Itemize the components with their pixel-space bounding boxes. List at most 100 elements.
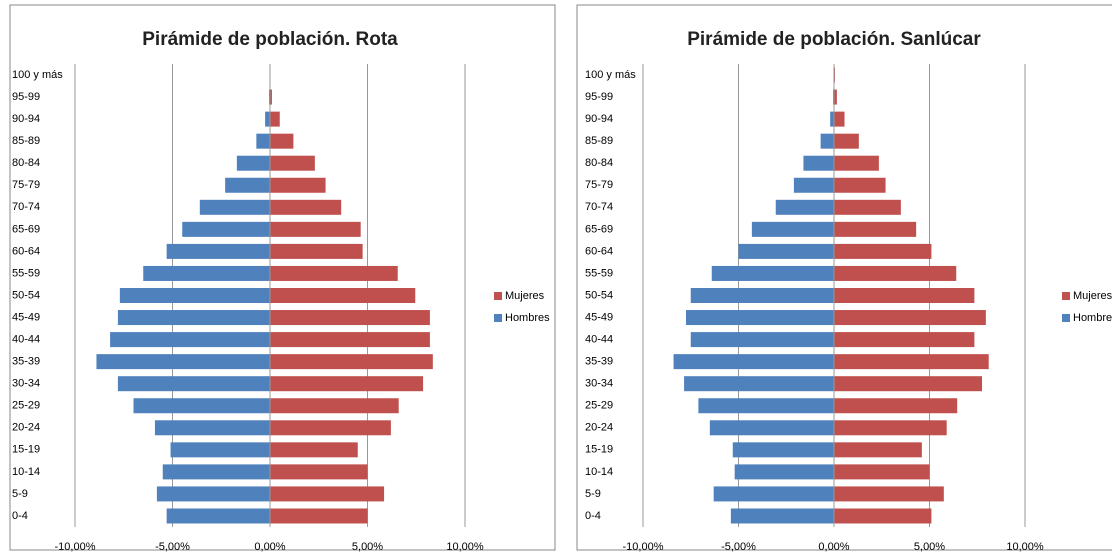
bar <box>166 508 270 524</box>
bar <box>834 89 837 105</box>
bar <box>270 376 424 392</box>
bar <box>270 310 430 326</box>
y-tick-label: 55-59 <box>585 267 613 279</box>
bar <box>270 265 398 281</box>
y-tick-label: 90-94 <box>12 113 40 125</box>
y-tick-label: 15-19 <box>585 444 613 456</box>
bar <box>96 354 270 370</box>
legend-label: Hombres <box>1073 312 1112 324</box>
y-tick-label: 30-34 <box>585 378 613 390</box>
y-tick-label: 100 y más <box>12 69 63 81</box>
bar <box>270 508 368 524</box>
bar <box>793 177 834 193</box>
legend-label: Hombres <box>505 312 550 324</box>
bar <box>166 243 270 259</box>
x-tick-label: 5,00% <box>352 541 383 553</box>
legend-label: Mujeres <box>505 290 545 302</box>
bar <box>709 420 834 436</box>
bar <box>270 243 363 259</box>
bar <box>270 332 430 348</box>
y-tick-label: 85-89 <box>585 135 613 147</box>
x-tick-label: -5,00% <box>155 541 190 553</box>
bar <box>830 111 834 127</box>
x-tick-label: -10,00% <box>55 541 96 553</box>
x-tick-label: -10,00% <box>623 541 664 553</box>
bar <box>775 199 834 215</box>
bar <box>270 464 368 480</box>
bar <box>270 442 358 458</box>
y-tick-label: 20-24 <box>12 422 40 434</box>
bar <box>834 265 957 281</box>
y-tick-label: 25-29 <box>585 400 613 412</box>
bar <box>834 155 879 171</box>
bar <box>154 420 270 436</box>
x-tick-label: -5,00% <box>721 541 756 553</box>
bar <box>690 332 834 348</box>
legend-swatch <box>494 314 502 322</box>
bar <box>698 398 834 414</box>
bar <box>738 243 834 259</box>
bar <box>270 111 280 127</box>
y-tick-label: 60-64 <box>12 245 40 257</box>
bar <box>270 486 385 502</box>
bar <box>834 177 886 193</box>
bar <box>270 398 399 414</box>
y-tick-label: 95-99 <box>12 91 40 103</box>
bar <box>711 265 834 281</box>
bar <box>751 221 834 237</box>
bar <box>684 376 834 392</box>
bar <box>820 133 834 149</box>
bar <box>265 111 270 127</box>
bar <box>117 376 271 392</box>
bar <box>690 288 834 303</box>
bar <box>834 288 975 303</box>
y-tick-label: 75-79 <box>12 179 40 191</box>
bar <box>270 288 416 303</box>
y-tick-label: 30-34 <box>12 378 40 390</box>
y-tick-label: 70-74 <box>585 201 613 213</box>
y-tick-label: 45-49 <box>585 311 613 323</box>
y-tick-label: 80-84 <box>585 157 613 169</box>
y-tick-label: 85-89 <box>12 135 40 147</box>
y-tick-label: 100 y más <box>585 69 636 81</box>
chart-title: Pirámide de población. Sanlúcar <box>687 29 981 50</box>
bar <box>225 177 270 193</box>
x-tick-label: 0,00% <box>254 541 285 553</box>
bar <box>673 354 834 370</box>
y-tick-label: 55-59 <box>12 267 40 279</box>
bar <box>270 133 294 149</box>
bar <box>270 155 315 171</box>
bar <box>803 155 834 171</box>
bar <box>732 442 834 458</box>
y-tick-label: 90-94 <box>585 113 613 125</box>
y-tick-label: 40-44 <box>12 334 40 346</box>
y-tick-label: 60-64 <box>585 245 613 257</box>
bar <box>143 265 270 281</box>
y-tick-label: 20-24 <box>585 422 613 434</box>
bar <box>156 486 270 502</box>
bar <box>162 464 270 480</box>
legend-swatch <box>1062 314 1070 322</box>
bar <box>256 133 270 149</box>
y-tick-label: 0-4 <box>12 510 28 522</box>
bar <box>270 420 391 436</box>
bar <box>270 89 272 105</box>
x-tick-label: 0,00% <box>818 541 849 553</box>
bar <box>834 354 989 370</box>
bar <box>834 111 845 127</box>
bar <box>834 398 958 414</box>
bar <box>182 221 270 237</box>
bar <box>734 464 834 480</box>
y-tick-label: 95-99 <box>585 91 613 103</box>
y-tick-label: 70-74 <box>12 201 40 213</box>
bar <box>110 332 270 348</box>
y-tick-label: 50-54 <box>12 289 40 301</box>
y-tick-label: 10-14 <box>12 466 40 478</box>
y-tick-label: 10-14 <box>585 466 613 478</box>
x-tick-label: 10,00% <box>446 541 484 553</box>
y-tick-label: 25-29 <box>12 400 40 412</box>
bar <box>236 155 270 171</box>
bar <box>685 310 834 326</box>
bar <box>834 442 922 458</box>
